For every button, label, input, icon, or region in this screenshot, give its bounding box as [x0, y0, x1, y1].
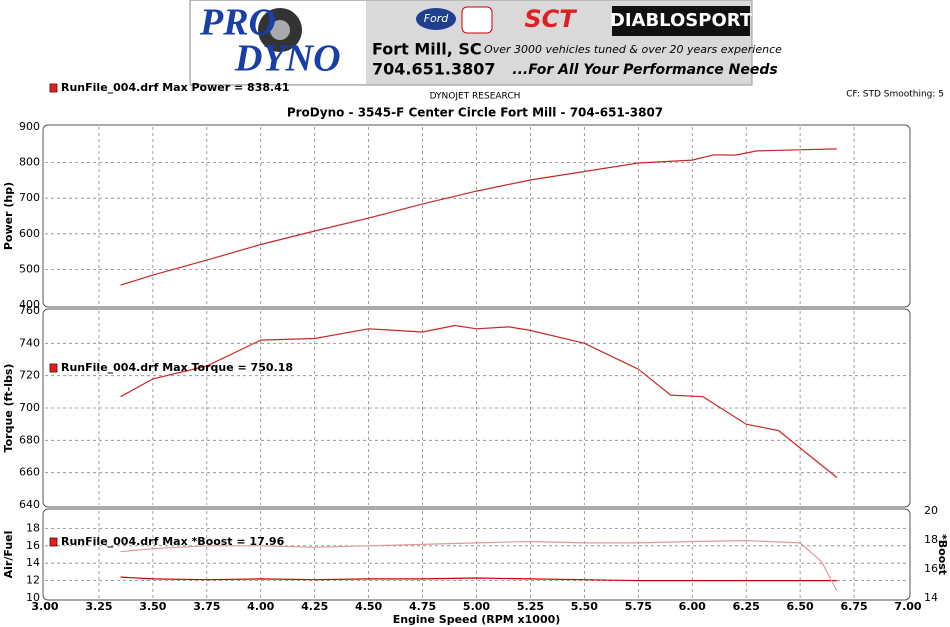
x-tick-label: 4.50	[355, 600, 382, 613]
panel-frame	[42, 308, 911, 508]
y2-tick-label: 18	[924, 533, 938, 546]
y2-tick-label: 20	[924, 504, 938, 517]
y-axis-label: Torque (ft-lbs)	[2, 364, 15, 453]
y2-axis-label: *Boost	[936, 534, 949, 575]
y-tick-label: 900	[19, 120, 40, 133]
y-tick-label: 700	[19, 401, 40, 414]
y2-tick-label: 16	[924, 562, 938, 575]
data-line	[120, 148, 837, 286]
x-tick-label: 6.00	[679, 600, 706, 613]
diablo-logo: DIABLOSPORT	[610, 10, 753, 31]
y-tick-label: 18	[26, 521, 40, 534]
tagline-2: ...For All Your Performance Needs	[512, 62, 777, 78]
y-tick-label: 740	[19, 336, 40, 349]
settings: CF: STD Smoothing: 5	[846, 90, 944, 100]
diablo-bg	[612, 6, 750, 36]
x-tick-label: 5.00	[463, 600, 490, 613]
x-tick-label: 3.00	[31, 600, 58, 613]
tire-hub	[270, 20, 290, 40]
city: Fort Mill, SC	[372, 40, 482, 59]
legend-annotation: RunFile_004.drf Max Torque = 750.18	[61, 361, 293, 374]
y-tick-label: 12	[26, 574, 40, 587]
x-tick-label: 5.75	[625, 600, 652, 613]
x-tick-label: 4.25	[301, 600, 328, 613]
y-tick-label: 10	[26, 591, 40, 604]
y-tick-label: 600	[19, 227, 40, 240]
x-tick-label: 4.75	[409, 600, 436, 613]
data-line	[120, 324, 838, 478]
x-tick-label: 3.25	[85, 600, 112, 613]
chart-title: ProDyno - 3545-F Center Circle Fort Mill…	[287, 106, 663, 120]
x-tick-label: 3.75	[193, 600, 220, 613]
brand-pro: PRO	[199, 2, 276, 44]
y-tick-label: 660	[19, 466, 40, 479]
y-tick-label: 400	[19, 298, 40, 311]
banner: PRO DYNO Fort Mill, SC 704.651.3807 Ford…	[189, 0, 782, 86]
ford-logo	[416, 8, 456, 30]
x-tick-label: 6.75	[840, 600, 867, 613]
legend-icon	[49, 83, 58, 93]
y-tick-label: 14	[26, 556, 40, 569]
legend-icon	[49, 363, 58, 373]
y-tick-label: 680	[19, 433, 40, 446]
legend-annotation: RunFile_004.drf Max *Boost = 17.96	[61, 535, 285, 548]
brand-dyno: DYNO	[234, 38, 341, 80]
x-tick-label: 6.50	[787, 600, 814, 613]
y-tick-label: 800	[19, 156, 40, 169]
ford-text: Ford	[424, 12, 450, 25]
ram-logo	[461, 6, 493, 34]
x-tick-label: 3.50	[139, 600, 166, 613]
vendor: DYNOJET RESEARCH	[430, 92, 521, 102]
panel-frame	[42, 124, 911, 308]
y-axis-label: Air/Fuel	[2, 531, 15, 579]
phone: 704.651.3807	[372, 60, 495, 79]
y-tick-label: 720	[19, 369, 40, 382]
x-tick-label: 6.25	[733, 600, 760, 613]
x-tick-label: 7.00	[894, 600, 921, 613]
data-line	[120, 576, 837, 582]
legend-annotation: RunFile_004.drf Max Power = 838.41	[61, 81, 290, 94]
tagline: Over 3000 vehicles tuned & over 20 years…	[484, 43, 782, 56]
y-tick-label: 700	[19, 191, 40, 204]
data-line	[120, 539, 838, 592]
legend-icon	[49, 537, 58, 547]
y-tick-label: 500	[19, 262, 40, 275]
x-axis-label: Engine Speed (RPM x1000)	[393, 613, 561, 626]
y-tick-label: 16	[26, 539, 40, 552]
x-tick-label: 5.25	[517, 600, 544, 613]
x-tick-label: 5.50	[571, 600, 598, 613]
y-tick-label: 760	[19, 304, 40, 317]
x-tick-label: 4.00	[247, 600, 274, 613]
sct-logo: SCT	[524, 5, 577, 33]
y2-tick-label: 14	[924, 591, 938, 604]
y-tick-label: 640	[19, 498, 40, 511]
y-axis-label: Power (hp)	[2, 182, 15, 250]
panel-frame	[42, 508, 911, 601]
